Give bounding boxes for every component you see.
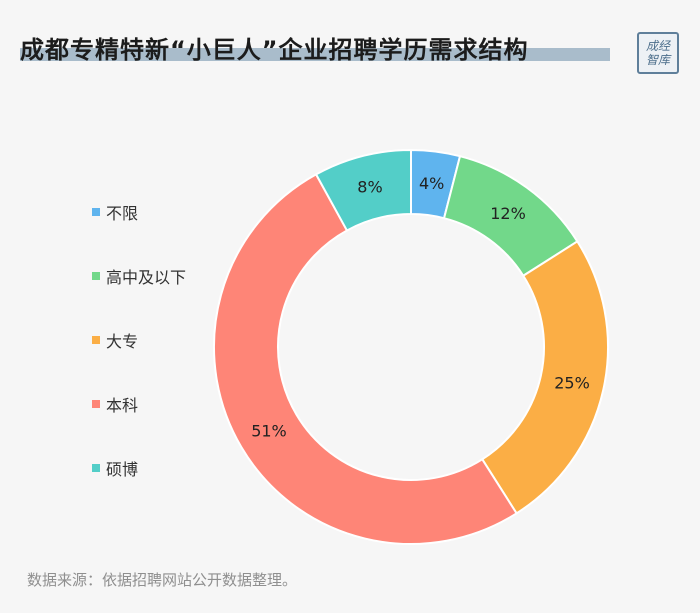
legend-item-3: 大专 [92, 328, 138, 352]
legend-item-2: 高中及以下 [92, 264, 186, 288]
slice-3 [480, 240, 609, 515]
slice-5 [314, 148, 412, 232]
legend-label: 本科 [106, 396, 139, 415]
title-block: 成都专精特新“小巨人”企业招聘学历需求结构 [20, 30, 610, 65]
logo-text: 成经智库 [645, 39, 670, 67]
legend-label: 大专 [106, 332, 139, 351]
legend-swatch [92, 336, 100, 344]
slice-4 [212, 173, 518, 545]
legend-item-4: 本科 [92, 392, 138, 416]
legend-label: 高中及以下 [106, 268, 187, 287]
slice-label-5: 8% [357, 178, 382, 197]
slice-label-2: 12% [490, 204, 526, 223]
legend-swatch [92, 272, 100, 280]
legend-item-5: 硕博 [92, 456, 138, 480]
slice-label-1: 4% [419, 174, 444, 193]
slice-label-4: 51% [251, 421, 287, 440]
legend-label: 硕博 [106, 460, 139, 479]
legend-swatch [92, 464, 100, 472]
legend-swatch [92, 400, 100, 408]
legend-label: 不限 [106, 204, 139, 223]
source-note: 数据来源：依据招聘网站公开数据整理。 [27, 571, 298, 589]
slice-label-3: 25% [554, 373, 590, 392]
legend-item-1: 不限 [92, 200, 138, 224]
slices-group [212, 148, 609, 545]
slice-labels-group: 4% 12% 25% 51% 8% [251, 174, 590, 441]
publisher-logo: 成经智库 [637, 32, 679, 74]
chart-title: 成都专精特新“小巨人”企业招聘学历需求结构 [20, 36, 529, 64]
title-underline [20, 48, 610, 61]
legend-swatch [92, 208, 100, 216]
